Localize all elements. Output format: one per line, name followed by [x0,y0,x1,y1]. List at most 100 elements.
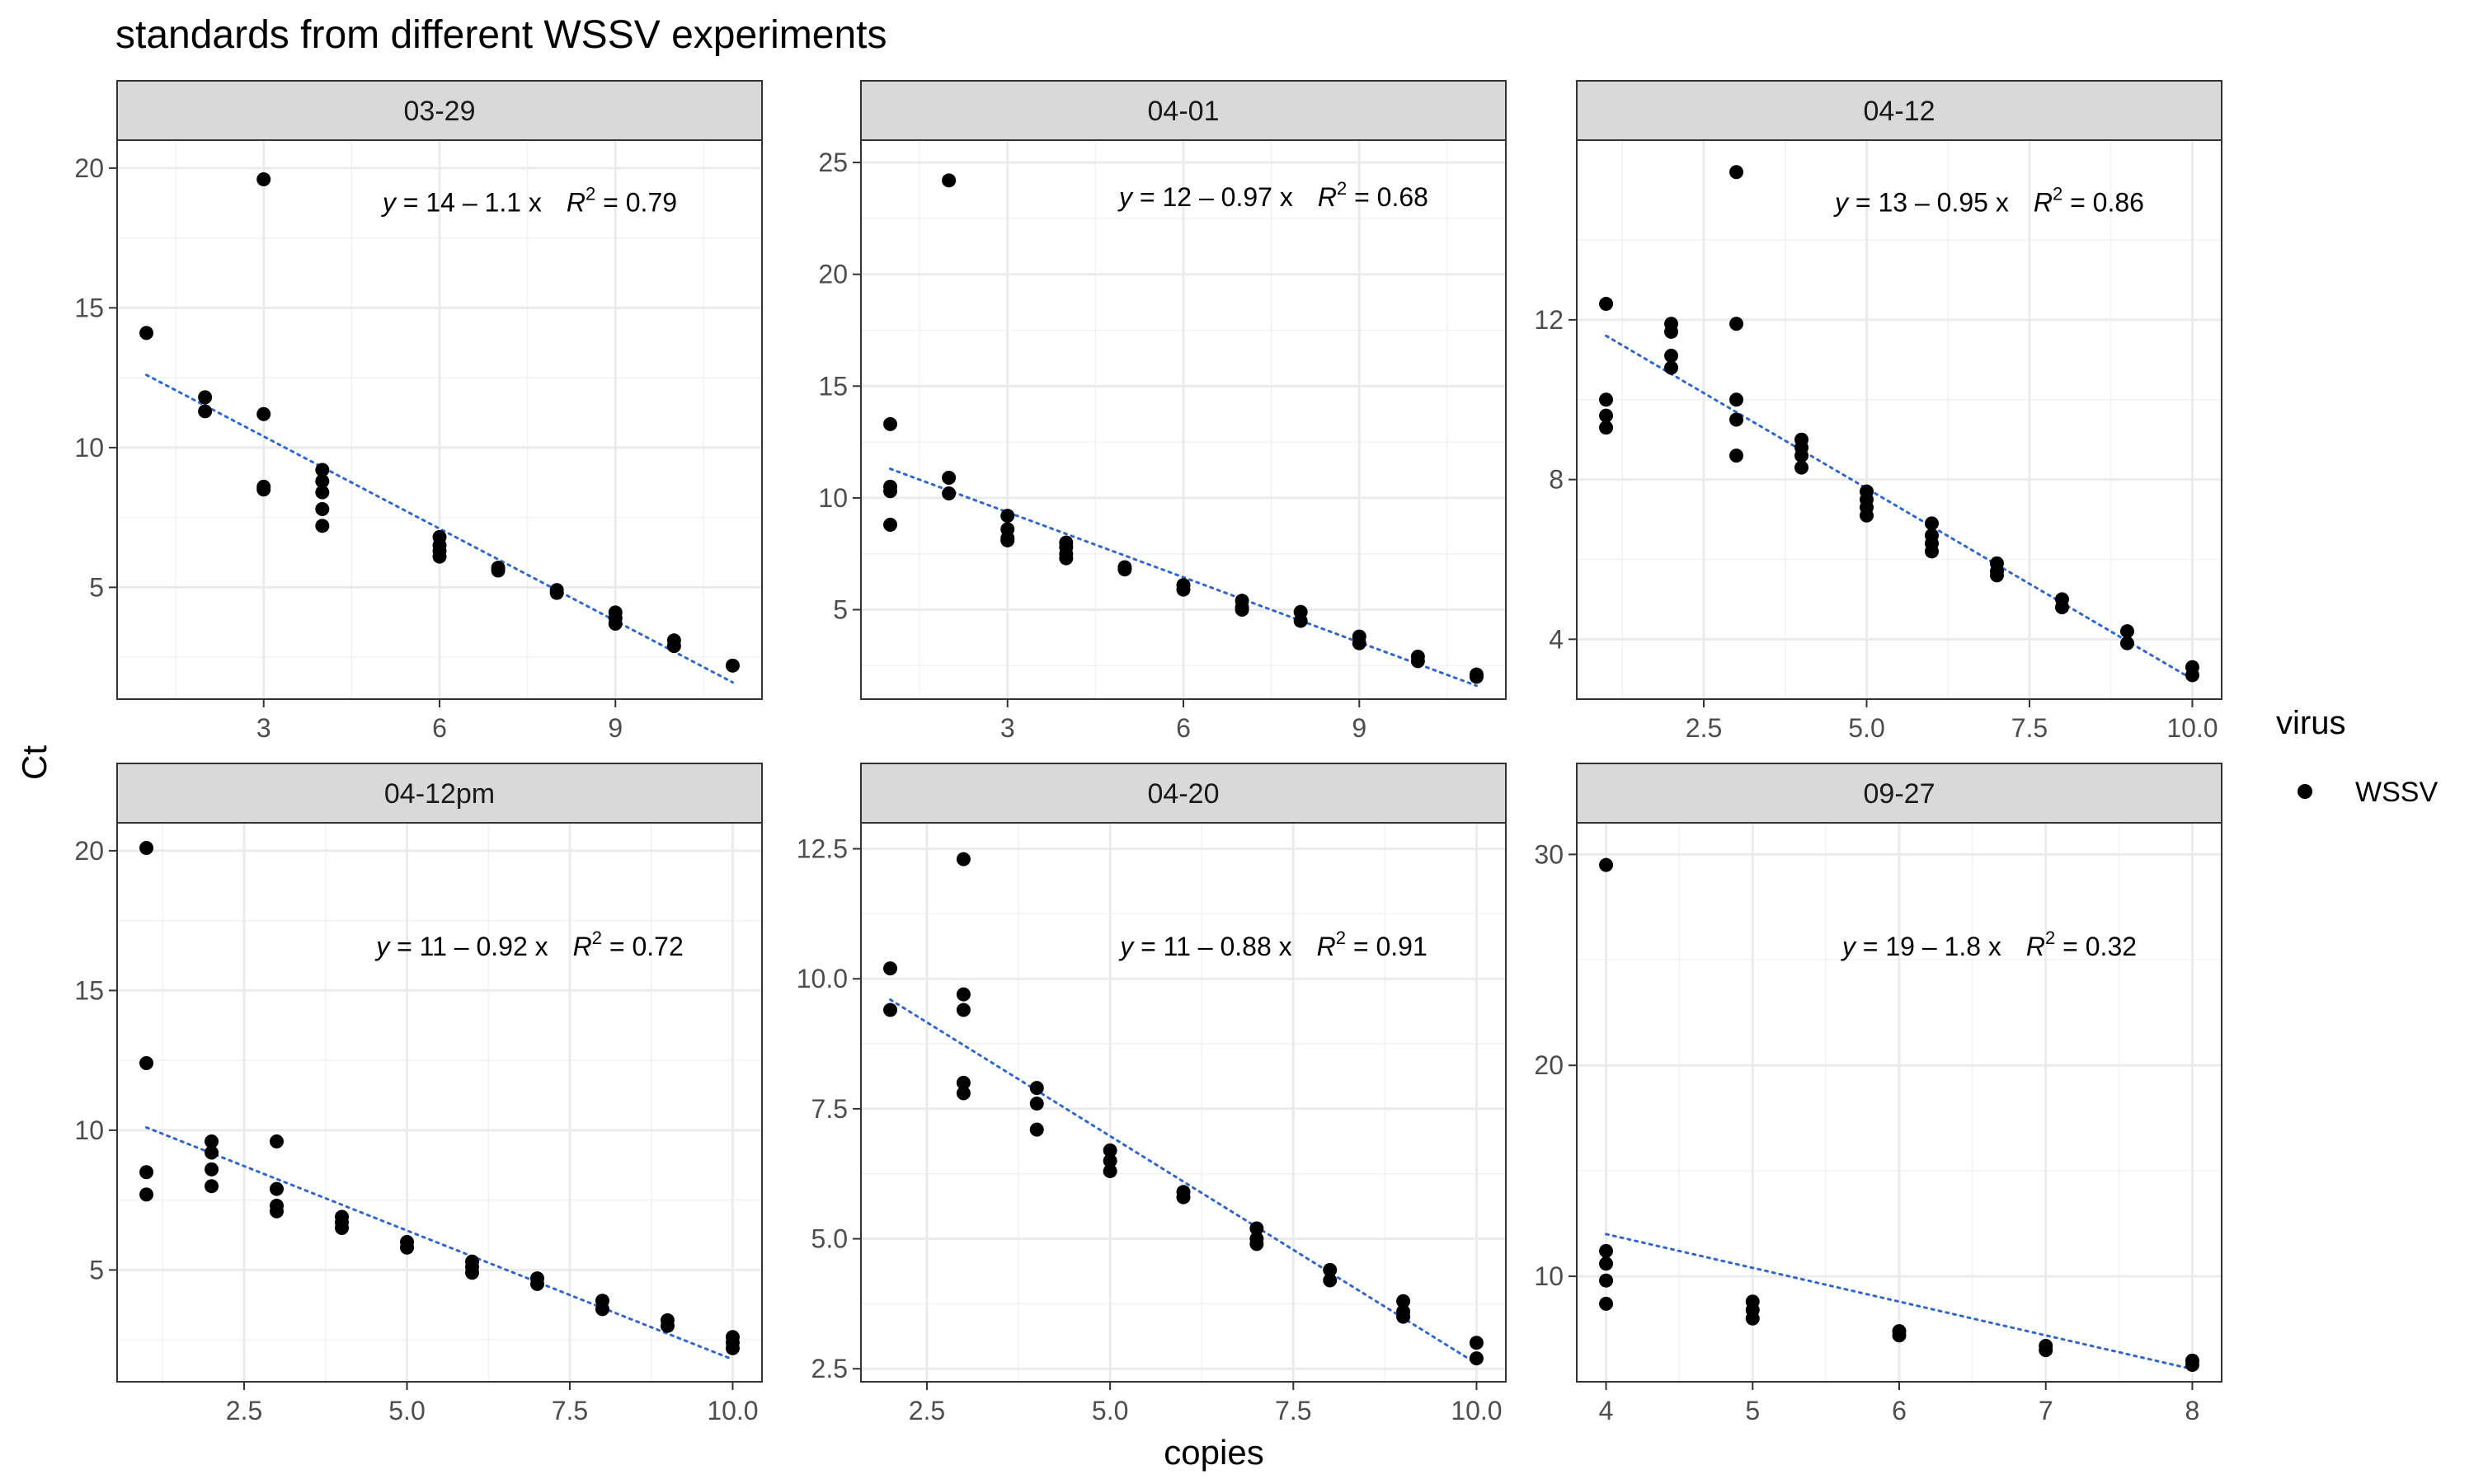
equation-label: y = 13 – 0.95 x R2 = 0.86 [1833,184,2144,218]
y-tick-label: 5.0 [811,1224,848,1254]
data-point [400,1240,415,1255]
data-point [529,1276,544,1291]
y-tick-label: 10 [74,1115,104,1145]
data-point [1029,1097,1044,1111]
data-point [1892,1328,1907,1343]
x-tick-label: 7 [2039,1396,2053,1425]
fit-line [145,373,734,684]
data-point [1029,1122,1044,1137]
data-point [1293,613,1308,628]
panel-border [1576,822,2222,1383]
y-tick-label: 2.5 [811,1354,848,1383]
data-point [1396,1309,1411,1324]
data-point [956,1086,971,1101]
data-point [1000,509,1015,524]
data-point [1794,448,1809,463]
strip [860,80,1507,141]
data-point [942,471,957,486]
fit-line [145,1126,734,1361]
data-point [270,1181,285,1196]
x-tick-label: 7.5 [1275,1396,1311,1425]
data-point [1103,1164,1117,1179]
data-point [1117,562,1132,577]
fit-line [1605,334,2194,681]
data-point [1599,297,1614,312]
data-point [595,1302,609,1317]
data-point [205,1179,219,1194]
y-tick-label: 15 [74,975,104,1005]
data-point [1599,408,1614,423]
fit-line [889,998,1478,1365]
data-point [1664,324,1679,339]
x-tick-label: 2.5 [909,1396,945,1425]
data-point [1103,1143,1117,1158]
panel-04-20: 04-20 2.5 5.0 7.5 10.0 2.5 5.0 7.5 10.0 12.5 y = 1… [797,763,1507,1425]
legend-label-wssv: WSSV [2355,777,2438,808]
y-tick-label: 25 [818,148,848,177]
data-point [139,1165,154,1180]
strip-label: 04-01 [1148,96,1220,127]
data-point [1860,508,1874,523]
facet-panels: 03-29 3 6 9 5 10 15 20 y = 14 – 1.1 x R2 = 0.79 04… [74,80,2222,1425]
panel-03-29: 03-29 3 6 9 5 10 15 20 y = 14 – 1.1 x R2 = 0.79 [74,80,763,743]
data-point [725,658,740,673]
y-tick-label: 20 [1534,1050,1564,1080]
data-point [1794,460,1809,475]
panel-border [116,822,763,1383]
data-point [1176,582,1191,597]
data-point [1599,1243,1614,1258]
fit-line [889,467,1478,688]
plot-background [861,823,1506,1382]
data-point [315,474,330,489]
data-point [1410,654,1425,669]
x-tick-label: 9 [608,713,623,743]
y-tick-label: 15 [818,371,848,401]
strip [1576,763,2222,824]
y-tick-label: 10 [74,433,104,463]
x-tick-label: 2.5 [226,1396,262,1425]
panel-09-27: 09-27 4 5 6 7 8 10 20 30 y = 19 – 1.8 x R2 = 0.32 [1534,763,2222,1425]
y-tick-label: 20 [74,153,104,183]
x-axis-title: copies [1164,1433,1263,1472]
data-point [256,482,271,497]
y-tick-label: 30 [1534,839,1564,869]
y-tick-label: 5 [89,1255,104,1284]
data-point [256,171,271,186]
y-tick-label: 8 [1549,465,1564,495]
x-tick-label: 4 [1599,1396,1614,1425]
data-point [256,406,271,421]
equation-label: y = 12 – 0.97 x R2 = 0.68 [1117,178,1428,212]
plot-background [1577,140,2222,699]
x-tick-label: 10.0 [707,1396,758,1425]
data-point [956,987,971,1002]
strip-label: 04-20 [1148,778,1220,810]
x-tick-label: 6 [1892,1396,1907,1425]
data-point [1000,533,1015,547]
data-point [2119,636,2134,650]
y-tick-label: 5 [833,595,848,625]
strip [860,763,1507,824]
data-point [1469,669,1484,684]
panel-border [116,139,763,700]
data-point [315,463,330,477]
data-point [2185,1358,2199,1373]
data-point [883,416,898,431]
data-point [270,1134,285,1148]
equation-label: y = 14 – 1.1 x R2 = 0.79 [381,184,677,218]
equation-label: y = 19 – 1.8 x R2 = 0.32 [1841,928,2137,961]
data-point [1176,1190,1191,1205]
data-point [1599,392,1614,407]
strip-label: 04-12pm [384,778,495,810]
strip-label: 09-27 [1864,778,1935,810]
y-tick-label: 5 [89,572,104,602]
data-point [315,519,330,533]
data-point [1469,1336,1484,1350]
data-point [198,404,213,419]
data-point [956,1003,971,1017]
data-point [432,549,447,564]
x-tick-label: 5 [1745,1396,1760,1425]
data-point [1059,551,1074,566]
data-point [1599,857,1614,872]
data-point [270,1204,285,1219]
x-tick-label: 5.0 [1848,713,1884,743]
